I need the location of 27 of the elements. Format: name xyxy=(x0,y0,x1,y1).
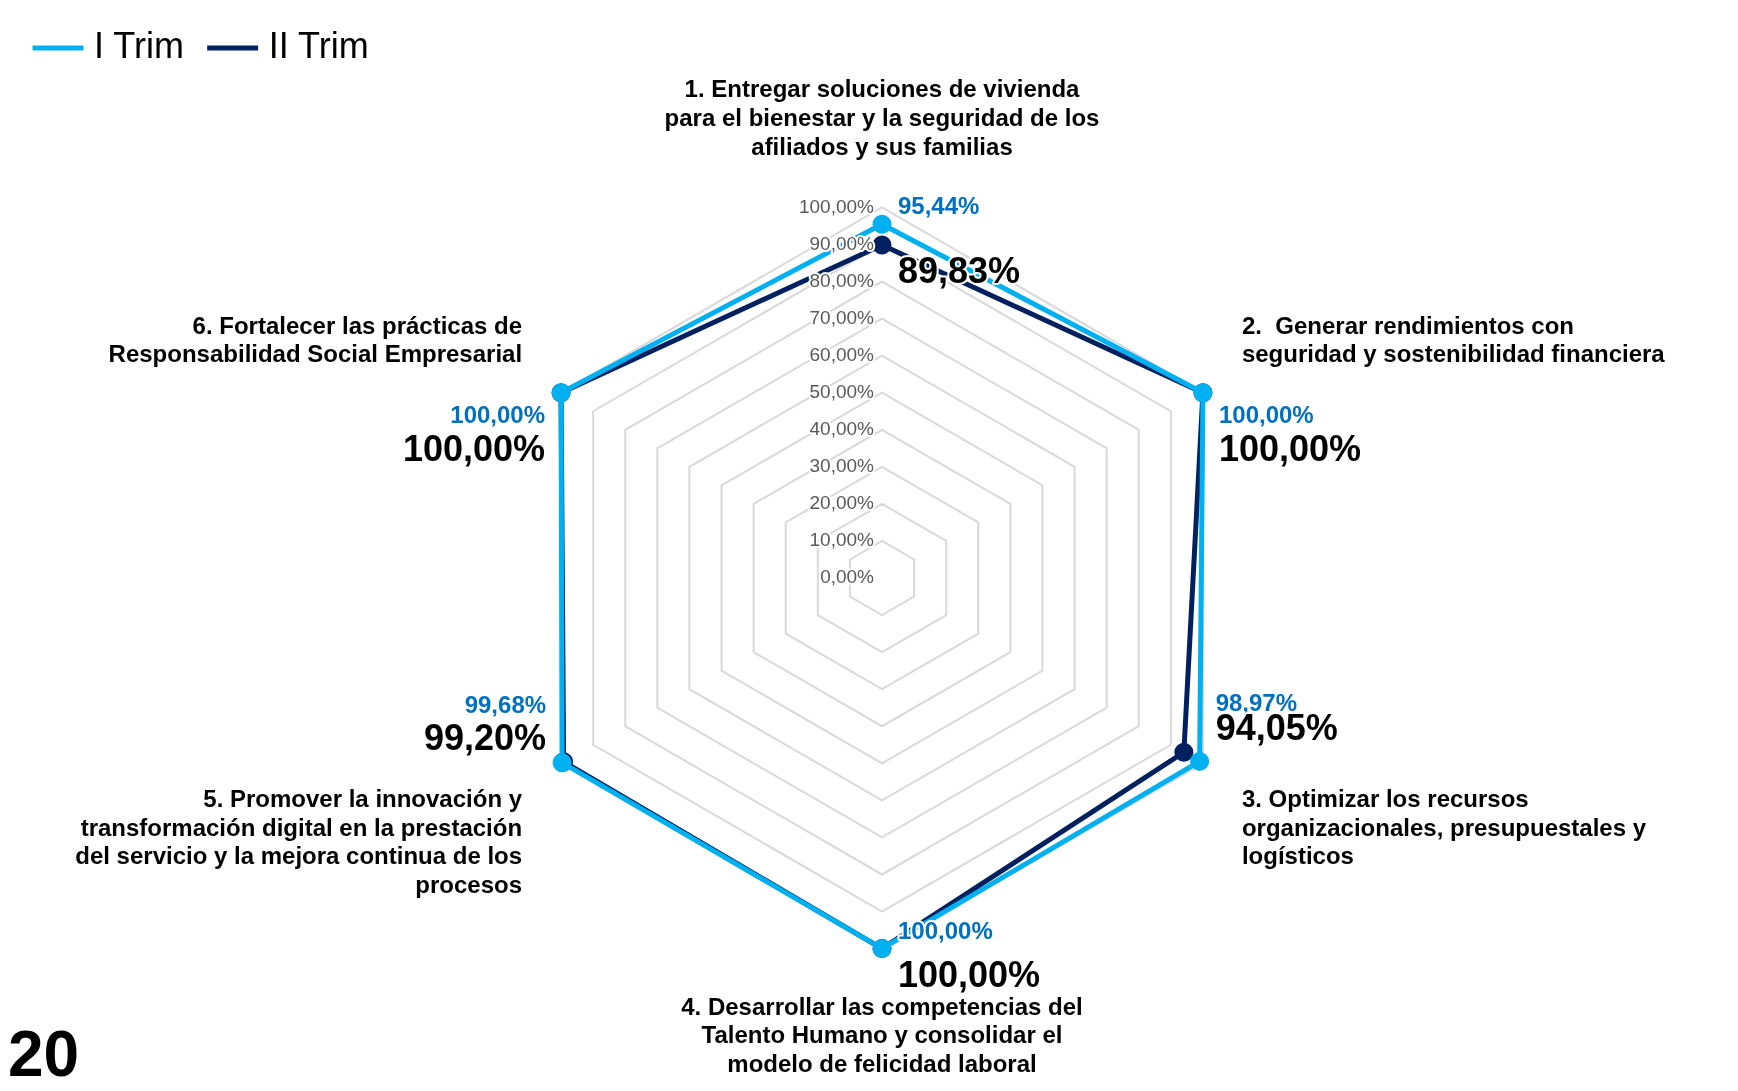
spoke-label: 1. Entregar soluciones de vivienda para el bienestar y la seguridad de los afiliados y sus familias xyxy=(664,75,1100,160)
y-tick-label: 20,00% xyxy=(809,492,875,514)
y-tick-label: 100,00% xyxy=(798,195,875,217)
data-label: 100,00% xyxy=(402,427,546,469)
y-tick-label: 40,00% xyxy=(809,417,875,439)
data-label: 99,20% xyxy=(423,716,547,758)
y-tick-label: 50,00% xyxy=(809,380,875,402)
legend-label: II Trim xyxy=(268,24,369,66)
y-tick-label: 0,00% xyxy=(820,566,875,588)
spoke-label: 6. Fortalecer las prácticas de Responsabilidad Social Empresarial xyxy=(108,311,523,368)
data-label: 95,44% xyxy=(898,192,980,220)
legend-label: I Trim xyxy=(94,24,184,66)
data-label: 99,68% xyxy=(464,690,547,718)
data-label: 100,00% xyxy=(450,400,546,428)
text: 20 xyxy=(8,1017,80,1091)
y-tick-label: 30,00% xyxy=(809,455,875,477)
spoke-label: 5. Promover la innovación y transformación digital en la prestación del servicio y la mejora continua de los procesos xyxy=(75,784,523,899)
data-label: 100,00% xyxy=(1218,427,1362,469)
spoke-label: 3. Optimizar los recursos organizacionales, presupuestales y logísticos xyxy=(1241,784,1647,870)
y-tick-label: 60,00% xyxy=(809,343,875,365)
data-label: 100,00% xyxy=(1218,400,1314,428)
spoke-label: 4. Desarrollar las competencias del Talento Humano y consolidar el modelo de felicidad laboral xyxy=(681,992,1083,1078)
y-tick-label: 10,00% xyxy=(809,529,875,551)
y-tick-label: 70,00% xyxy=(809,306,875,328)
spoke-label: 2. Generar rendimientos con seguridad y sostenibilidad financiera xyxy=(1241,311,1666,368)
data-label: 100,00% xyxy=(898,953,1041,995)
y-tick-label: 80,00% xyxy=(809,269,875,291)
